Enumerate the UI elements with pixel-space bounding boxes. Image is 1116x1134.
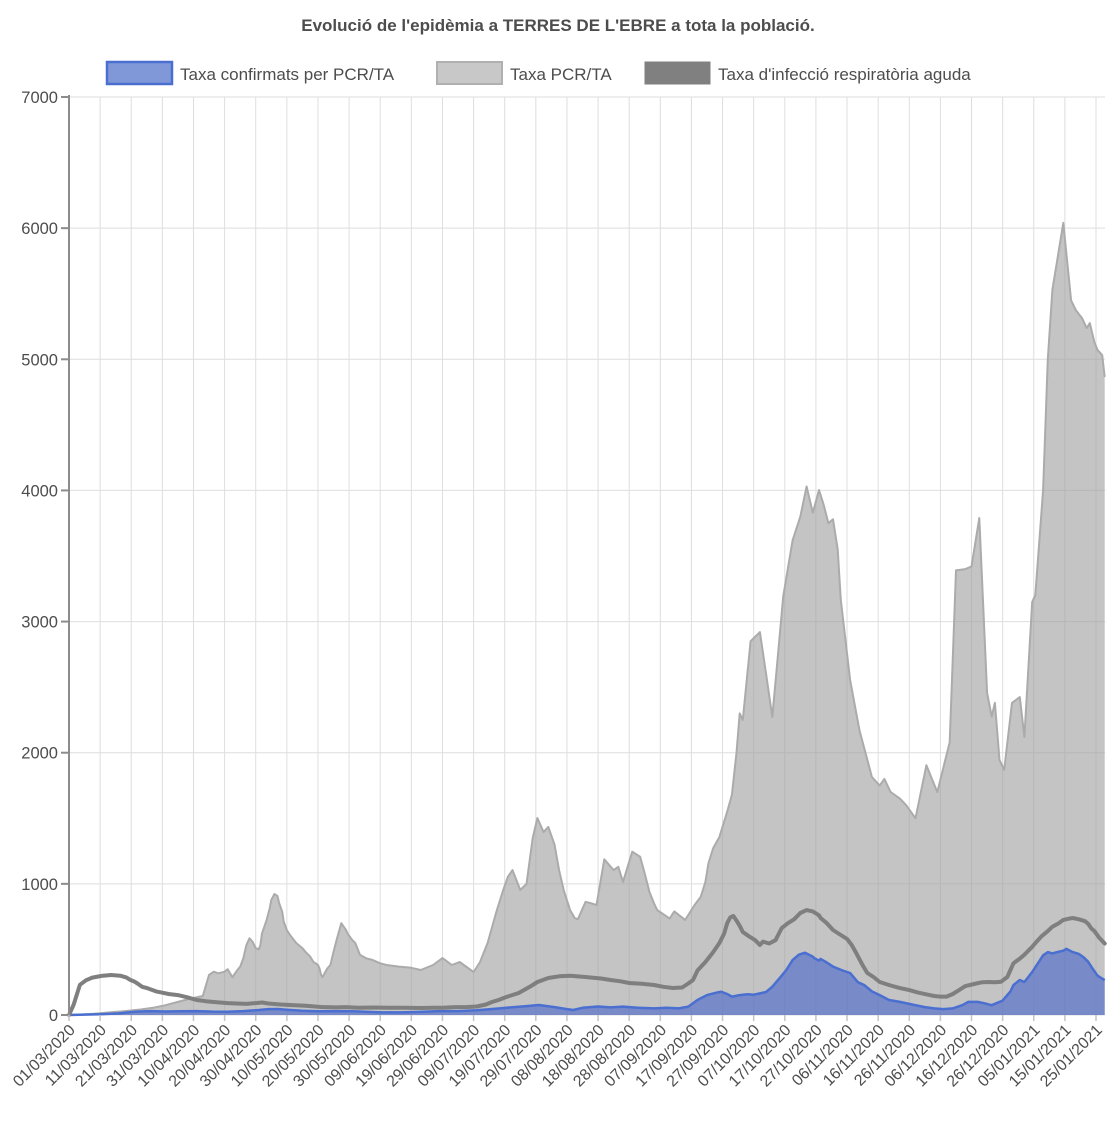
- legend-item-taxa-confirmats: Taxa confirmats per PCR/TA: [105, 60, 395, 86]
- y-tick-label: 0: [49, 1007, 58, 1025]
- legend-label-taxa-infeccio: Taxa d'infecció respiratòria aguda: [718, 65, 971, 84]
- series-layer: [67, 221, 1107, 1017]
- y-tick-label: 1000: [21, 876, 58, 894]
- y-tick-label: 3000: [21, 614, 58, 632]
- legend-item-taxa-infeccio: Taxa d'infecció respiratòria aguda: [644, 61, 971, 85]
- area-border-taxa-confirmats: [68, 947, 1106, 1017]
- legend-swatch-blue: [105, 60, 174, 86]
- legend-swatch-darkgray: [644, 61, 711, 85]
- y-tick-label: 4000: [21, 482, 58, 500]
- y-tick-label: 2000: [21, 745, 58, 763]
- area-border-taxa-pcr: [68, 221, 1106, 1016]
- area-taxa-confirmats: [69, 948, 1105, 1015]
- legend-swatch-gray: [436, 61, 503, 85]
- legend-label-taxa-pcr: Taxa PCR/TA: [510, 65, 612, 84]
- legend-item-taxa-pcr: Taxa PCR/TA: [436, 61, 612, 85]
- y-tick-label: 7000: [21, 89, 58, 107]
- line-taxa-infeccio-respiratoria: [67, 908, 1107, 1017]
- legend: Taxa confirmats per PCR/TA Taxa PCR/TA T…: [105, 60, 971, 86]
- y-tick-label: 5000: [21, 351, 58, 369]
- area-taxa-pcr: [69, 222, 1105, 1015]
- legend-label-taxa-confirmats: Taxa confirmats per PCR/TA: [180, 65, 395, 84]
- axis-layer: [61, 95, 1097, 1021]
- chart-title: Evolució de l'epidèmia a TERRES DE L'EBR…: [301, 16, 814, 35]
- y-tick-label: 6000: [21, 220, 58, 238]
